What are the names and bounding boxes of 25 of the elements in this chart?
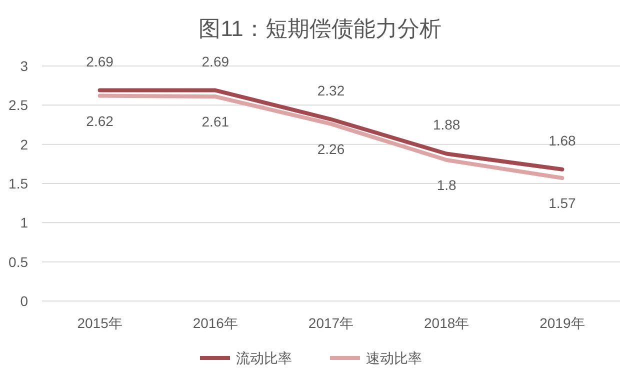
x-tick-label: 2017年 xyxy=(308,315,354,331)
data-label: 1.68 xyxy=(548,132,576,148)
legend-label: 流动比率 xyxy=(236,350,292,366)
x-tick-label: 2015年 xyxy=(77,315,122,331)
data-label: 1.57 xyxy=(548,195,576,212)
x-tick-label: 2018年 xyxy=(424,315,470,331)
y-tick-label: 1.5 xyxy=(8,176,28,192)
data-label: 2.69 xyxy=(86,53,114,70)
y-tick-label: 1 xyxy=(20,214,28,231)
data-label: 2.69 xyxy=(202,53,230,70)
title: 图11：短期偿债能力分析 xyxy=(198,16,442,41)
y-tick-label: 2.5 xyxy=(8,97,28,114)
legend-label: 速动比率 xyxy=(366,350,422,366)
x-tick-label: 2016年 xyxy=(192,315,238,331)
data-label: 2.32 xyxy=(317,82,345,98)
y-tick-label: 0.5 xyxy=(8,254,28,270)
data-label: 2.61 xyxy=(202,114,230,130)
data-label: 2.62 xyxy=(86,112,114,129)
x-tick-label: 2019年 xyxy=(540,315,585,331)
y-tick-label: 3 xyxy=(20,58,28,74)
data-label: 1.8 xyxy=(436,177,457,193)
y-tick-label: 2 xyxy=(20,136,28,152)
data-label: 2.26 xyxy=(317,140,345,157)
y-tick-label: 0 xyxy=(20,293,28,309)
data-label: 1.88 xyxy=(432,116,460,133)
